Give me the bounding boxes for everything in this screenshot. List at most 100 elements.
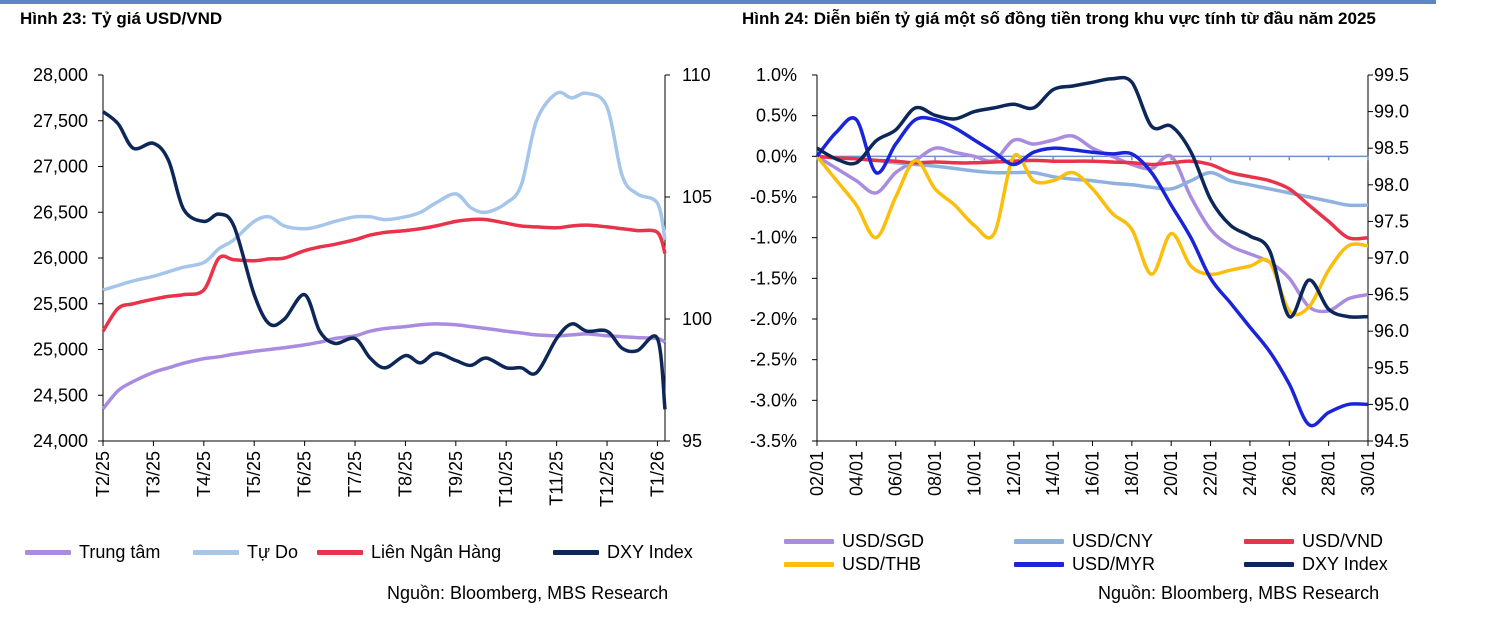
y-left-tick-label: 24,000 [33, 431, 88, 451]
x-tick-label: T9/25 [446, 451, 466, 497]
x-tick-label: T3/25 [143, 451, 163, 497]
x-tick-label: 20/01 [1161, 451, 1181, 496]
series-line-li-n-ng-n-h-ng [101, 217, 667, 333]
y-right-tick-label: 99.0 [1374, 102, 1409, 122]
legend-item-usd-sgd: USD/SGD [784, 531, 924, 552]
y-left-tick-label: 0.0% [756, 146, 797, 166]
y-left-tick-label: 25,000 [33, 340, 88, 360]
y-left-tick-label: 25,500 [33, 294, 88, 314]
y-right-tick-label: 95.5 [1374, 358, 1409, 378]
source-right: Nguồn: Bloomberg, MBS Research [1098, 583, 1380, 603]
chart-title-right: Hình 24: Diễn biến tỷ giá một số đồng ti… [742, 9, 1376, 28]
legend-item-li-n-ng-n-h-ng: Liên Ngân Hàng [317, 542, 501, 563]
legend-swatch [784, 539, 834, 544]
x-tick-label: 10/01 [964, 451, 984, 496]
y-right-tick-label: 97.5 [1374, 211, 1409, 231]
legend-swatch [1244, 562, 1294, 567]
y-left-tick-label: -1.5% [750, 268, 797, 288]
legend-item-trung-t-m: Trung tâm [25, 542, 160, 563]
y-right-tick-label: 96.0 [1374, 321, 1409, 341]
legend-label: Liên Ngân Hàng [371, 542, 502, 562]
y-left-tick-label: -2.5% [750, 350, 797, 370]
y-left-tick-label: 27,500 [33, 111, 88, 131]
legend-label: USD/SGD [842, 531, 925, 551]
y-right-tick-label: 110 [682, 65, 711, 85]
series-line-usd-vnd [816, 154, 1369, 241]
legend-swatch [1244, 539, 1294, 544]
series-line-dxy-index [816, 75, 1369, 319]
y-left-tick-label: 26,000 [33, 248, 88, 268]
y-left-tick-label: -0.5% [750, 187, 797, 207]
y-right-tick-label: 99.5 [1374, 65, 1409, 85]
x-tick-label: T2/25 [93, 451, 113, 497]
y-left-tick-label: 1.0% [756, 65, 797, 85]
legend-swatch [1014, 539, 1064, 544]
series-line-usd-cny [816, 154, 1369, 208]
y-right-tick-label: 94.5 [1374, 431, 1409, 451]
legend-swatch [193, 550, 239, 555]
legend-label: Tự Do [247, 542, 299, 562]
x-tick-label: T11/25 [547, 451, 567, 506]
x-tick-label: T4/25 [194, 451, 214, 497]
x-tick-label: 12/01 [1004, 451, 1024, 496]
y-right-tick-label: 98.0 [1374, 175, 1409, 195]
x-tick-label: 04/01 [846, 451, 866, 496]
y-right-tick-label: 96.5 [1374, 285, 1409, 305]
legend-swatch [25, 550, 71, 555]
y-left-tick-label: 24,500 [33, 385, 88, 405]
legend-item-usd-vnd: USD/VND [1244, 531, 1383, 552]
series-line-usd-myr [815, 115, 1369, 428]
legend-item-usd-myr: USD/MYR [1014, 554, 1155, 575]
x-tick-label: 30/01 [1358, 451, 1378, 496]
x-tick-label: 16/01 [1083, 451, 1103, 496]
legend-label: DXY Index [607, 542, 693, 562]
x-tick-label: T12/25 [597, 451, 617, 507]
y-right-tick-label: 95 [682, 431, 702, 451]
legend-item-dxy-index: DXY Index [1244, 554, 1388, 575]
legend-item-usd-thb: USD/THB [784, 554, 921, 575]
series-line-dxy-index [101, 110, 667, 410]
x-tick-label: T7/25 [345, 451, 365, 497]
x-tick-label: T1/26 [647, 451, 667, 497]
x-tick-label: T5/25 [244, 451, 264, 497]
y-right-tick-label: 98.5 [1374, 138, 1409, 158]
series-line-t-do [102, 90, 667, 292]
x-tick-label: 26/01 [1279, 451, 1299, 496]
x-tick-label: T10/25 [496, 451, 516, 507]
x-tick-label: T6/25 [295, 451, 315, 497]
y-left-tick-label: -2.0% [750, 309, 797, 329]
y-right-tick-label: 95.0 [1374, 394, 1409, 414]
x-tick-label: 22/01 [1201, 451, 1221, 496]
x-tick-label: 18/01 [1122, 451, 1142, 496]
source-left: Nguồn: Bloomberg, MBS Research [387, 583, 669, 603]
y-left-tick-label: -3.5% [750, 431, 797, 451]
legend-label: Trung tâm [79, 542, 161, 562]
legend-label: USD/THB [842, 554, 922, 574]
y-left-tick-label: 0.5% [756, 106, 797, 126]
y-left-tick-label: -3.0% [750, 390, 797, 410]
y-left-tick-label: 28,000 [33, 65, 88, 85]
x-tick-label: 06/01 [886, 451, 906, 496]
series-line-trung-t-m [101, 322, 666, 411]
series-line-usd-thb [815, 152, 1369, 317]
y-right-tick-label: 100 [682, 309, 712, 329]
legend-item-usd-cny: USD/CNY [1014, 531, 1153, 552]
y-left-tick-label: 27,000 [33, 157, 88, 177]
legend-swatch [1014, 562, 1064, 567]
legend-label: USD/MYR [1072, 554, 1156, 574]
y-right-tick-label: 105 [682, 187, 712, 207]
x-tick-label: 08/01 [925, 451, 945, 496]
x-tick-label: 28/01 [1319, 451, 1339, 496]
legend-label: USD/CNY [1072, 531, 1154, 551]
header-rule [0, 0, 1436, 4]
legend-swatch [784, 562, 834, 567]
legend-item-t-do: Tự Do [193, 542, 298, 563]
legend-swatch [317, 550, 363, 555]
chart-left: 24,000 24,500 25,000 25,500 26,000 26,500 27,0… [33, 65, 712, 507]
chart-right: -3.5% -3.0% -2.5% -2.0% -1.5% -1.0% -0.5% 0.0% 0… [750, 65, 1409, 496]
y-left-tick-label: -1.0% [750, 228, 797, 248]
x-tick-label: 24/01 [1240, 451, 1260, 496]
legend-swatch [553, 550, 599, 555]
y-right-tick-label: 97.0 [1374, 248, 1409, 268]
x-tick-label: 02/01 [807, 451, 827, 496]
